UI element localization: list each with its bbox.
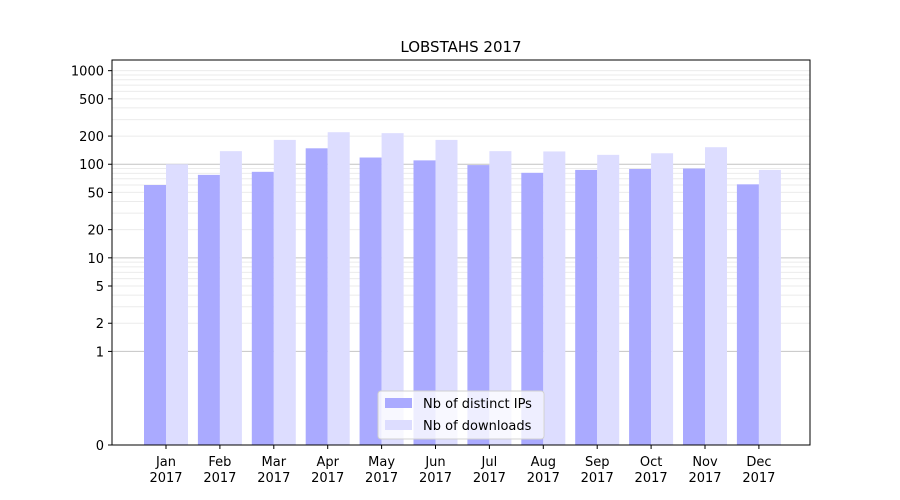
x-tick-label: Jun 2017 (419, 455, 452, 486)
bar-downloads (651, 153, 674, 445)
x-tick-label: Mar 2017 (257, 455, 290, 486)
x-tick-label: Feb 2017 (203, 455, 236, 486)
legend-swatch (385, 398, 412, 408)
chart-title: LOBSTAHS 2017 (400, 38, 521, 56)
x-tick-label: May 2017 (365, 455, 398, 486)
bar-distinct-ips (683, 168, 705, 445)
bars (144, 132, 781, 446)
bar-downloads (489, 151, 512, 446)
y-tick-label: 2 (96, 317, 104, 332)
bar-distinct-ips (467, 165, 490, 445)
x-tick-label: Nov 2017 (688, 455, 721, 486)
bar-distinct-ips (251, 171, 274, 445)
bar-distinct-ips (197, 174, 220, 445)
plot-frame (111, 59, 811, 446)
y-tick-label: 0 (96, 439, 104, 454)
x-tick-label: Apr 2017 (311, 455, 344, 486)
y-tick-label: 20 (87, 224, 104, 239)
bar-distinct-ips (413, 160, 436, 445)
bar-distinct-ips (144, 185, 166, 445)
x-tick-label: Dec 2017 (742, 455, 775, 486)
y-axis: 0 1 2 5 10 20 50 100 200 500 1000 (71, 65, 112, 454)
y-tick-label: 1000 (71, 65, 104, 80)
x-axis: Jan 2017 Feb 2017 Mar 2017 Apr 2017 May 2017 Jun 20… (149, 445, 775, 486)
bar-downloads (381, 133, 404, 446)
bar-downloads (273, 139, 296, 445)
x-tick-label: Sep 2017 (581, 455, 614, 486)
legend-box (377, 390, 545, 440)
y-tick-label: 50 (87, 186, 104, 201)
legend-label: Nb of distinct IPs (423, 397, 532, 412)
bar-distinct-ips (359, 157, 382, 445)
bar-distinct-ips (736, 184, 759, 445)
y-tick-label: 200 (79, 130, 104, 145)
bar-distinct-ips (305, 148, 328, 446)
bar-downloads (705, 147, 727, 445)
y-tick-label: 1 (96, 345, 104, 360)
bar-distinct-ips (521, 172, 544, 445)
bar-distinct-ips (629, 168, 652, 445)
bar-downloads (435, 139, 458, 445)
bar-downloads (758, 169, 781, 445)
y-tick-label: 5 (96, 280, 104, 295)
legend-swatch (385, 420, 412, 430)
x-tick-label: Jul 2017 (473, 455, 506, 486)
y-tick-label: 500 (79, 93, 104, 108)
y-tick-label: 10 (87, 252, 104, 267)
legend-label: Nb of downloads (423, 419, 532, 434)
x-tick-label: Aug 2017 (527, 455, 560, 486)
bar-downloads (543, 151, 566, 446)
y-tick-label: 100 (79, 158, 104, 173)
bar-distinct-ips (575, 169, 598, 445)
bar-downloads (327, 132, 350, 445)
legend: Nb of distinct IPs Nb of downloads (377, 390, 545, 440)
bar-downloads (219, 151, 242, 446)
bar-downloads (597, 154, 620, 445)
x-tick-label: Jan 2017 (149, 455, 182, 486)
bar-downloads (166, 164, 188, 445)
x-tick-label: Oct 2017 (635, 455, 668, 486)
